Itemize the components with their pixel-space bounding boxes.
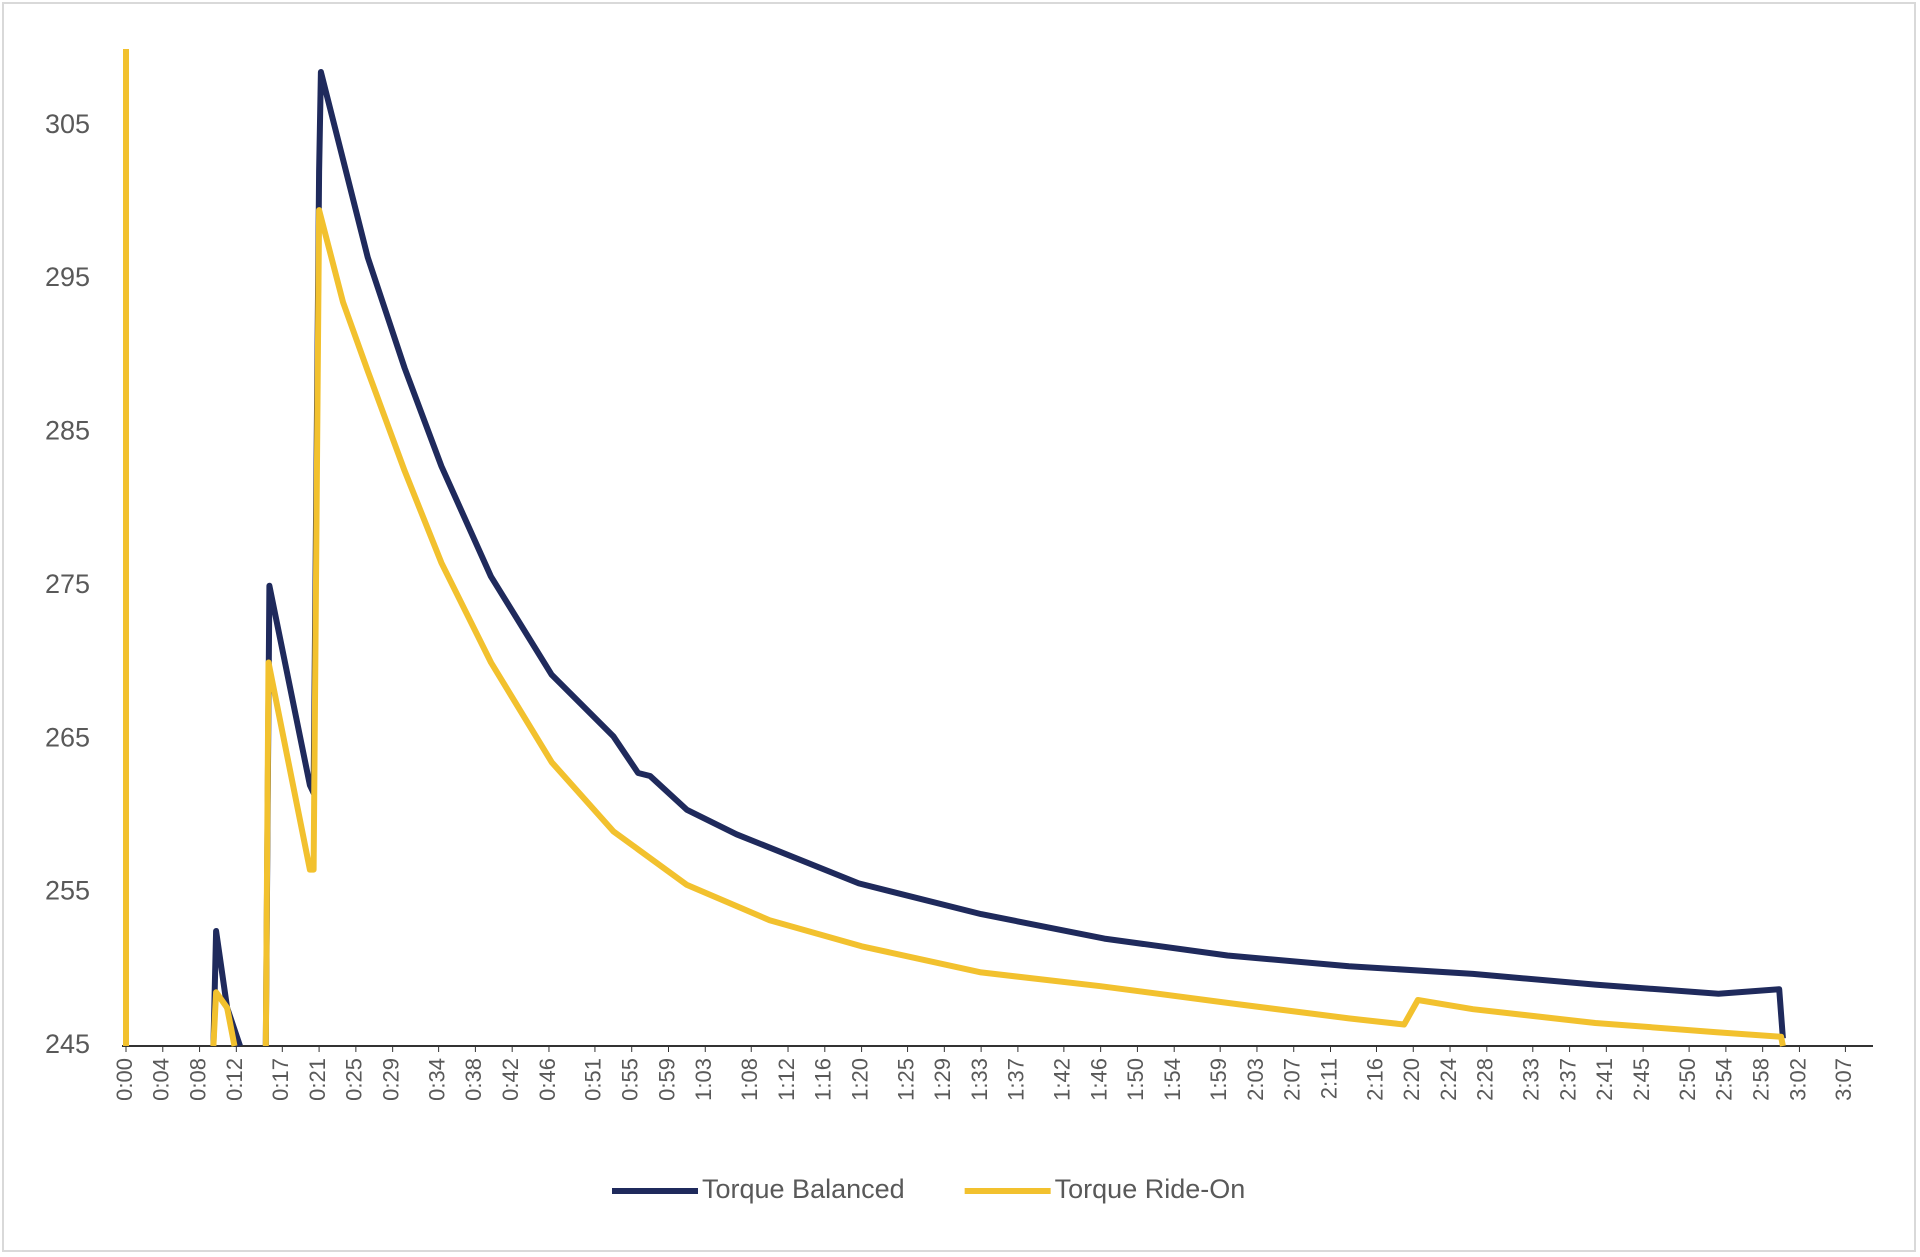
y-tick-label: 265 (45, 722, 90, 752)
y-tick-label: 245 (45, 1029, 90, 1059)
x-tick-label: 0:46 (535, 1058, 560, 1101)
x-tick-label: 0:51 (581, 1058, 606, 1101)
x-tick-label: 0:29 (378, 1058, 403, 1101)
x-tick-label: 1:16 (811, 1058, 836, 1101)
x-tick-label: 1:08 (737, 1058, 762, 1101)
legend-label: Torque Balanced (702, 1174, 905, 1204)
y-tick-label: 305 (45, 109, 90, 139)
x-tick-label: 1:20 (847, 1058, 872, 1101)
x-tick-label: 1:33 (967, 1058, 992, 1101)
x-tick-label: 0:00 (112, 1058, 137, 1101)
x-tick-label: 0:38 (461, 1058, 486, 1101)
x-tick-label: 1:37 (1004, 1058, 1029, 1101)
x-tick-label: 2:33 (1519, 1058, 1544, 1101)
x-tick-label: 2:41 (1592, 1058, 1617, 1101)
x-tick-label: 0:59 (654, 1058, 679, 1101)
x-tick-label: 2:16 (1362, 1058, 1387, 1101)
x-tick-label: 2:03 (1243, 1058, 1268, 1101)
x-tick-label: 0:04 (149, 1058, 174, 1101)
x-tick-label: 0:25 (342, 1058, 367, 1101)
x-tick-label: 3:07 (1831, 1058, 1856, 1101)
x-tick-label: 1:50 (1123, 1058, 1148, 1101)
y-tick-label: 275 (45, 569, 90, 599)
x-tick-label: 0:42 (498, 1058, 523, 1101)
x-tick-label: 2:28 (1473, 1058, 1498, 1101)
y-tick-label: 295 (45, 262, 90, 292)
x-tick-label: 0:08 (185, 1058, 210, 1101)
x-tick-label: 0:17 (268, 1058, 293, 1101)
legend-label: Torque Ride-On (1055, 1174, 1246, 1204)
x-tick-label: 0:34 (424, 1058, 449, 1101)
x-tick-label: 2:24 (1436, 1058, 1461, 1101)
x-tick-label: 1:54 (1160, 1058, 1185, 1101)
y-tick-label: 285 (45, 416, 90, 446)
x-tick-label: 0:55 (618, 1058, 643, 1101)
x-tick-label: 3:02 (1785, 1058, 1810, 1101)
x-tick-label: 1:42 (1050, 1058, 1075, 1101)
y-tick-label: 255 (45, 876, 90, 906)
x-tick-label: 1:03 (691, 1058, 716, 1101)
x-tick-label: 1:29 (930, 1058, 955, 1101)
x-tick-label: 1:59 (1206, 1058, 1231, 1101)
x-tick-label: 1:25 (893, 1058, 918, 1101)
x-tick-label: 2:11 (1316, 1058, 1341, 1099)
x-tick-label: 2:45 (1629, 1058, 1654, 1101)
x-tick-label: 2:58 (1748, 1058, 1773, 1101)
series-line (123, 49, 1786, 1047)
x-tick-label: 2:37 (1555, 1058, 1580, 1101)
x-tick-label: 2:20 (1399, 1058, 1424, 1101)
x-tick-label: 2:07 (1280, 1058, 1305, 1101)
x-tick-label: 0:21 (305, 1058, 330, 1101)
x-tick-label: 1:46 (1086, 1058, 1111, 1101)
x-tick-label: 0:12 (222, 1058, 247, 1101)
x-tick-label: 1:12 (774, 1058, 799, 1101)
x-tick-label: 2:50 (1675, 1058, 1700, 1101)
x-tick-label: 2:54 (1712, 1058, 1737, 1101)
